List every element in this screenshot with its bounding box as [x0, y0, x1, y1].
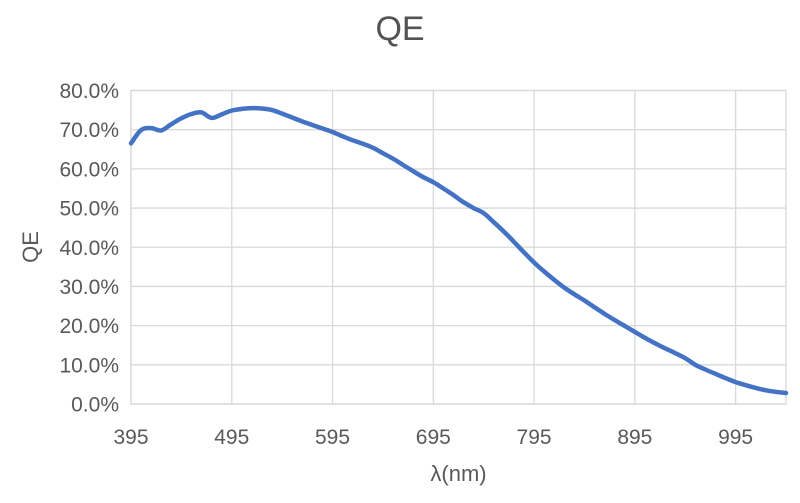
x-tick-label: 395: [113, 426, 148, 449]
y-tick-label: 40.0%: [59, 237, 119, 260]
x-tick-label: 495: [214, 426, 249, 449]
y-tick-label: 0.0%: [71, 394, 119, 417]
chart-title: QE: [375, 10, 425, 48]
x-axis-title: λ(nm): [430, 461, 487, 486]
x-tick-label: 995: [718, 426, 753, 449]
y-tick-label: 20.0%: [59, 315, 119, 338]
x-tick-label: 795: [517, 426, 552, 449]
y-tick-label: 50.0%: [59, 198, 119, 221]
y-tick-label: 60.0%: [59, 158, 119, 181]
y-tick-label: 30.0%: [59, 276, 119, 299]
qe-series-line: [128, 105, 789, 396]
y-tick-label: 80.0%: [59, 80, 119, 103]
x-tick-label: 895: [617, 426, 652, 449]
y-tick-label: 70.0%: [59, 119, 119, 142]
x-tick-label: 595: [315, 426, 350, 449]
x-tick-label: 695: [416, 426, 451, 449]
plot-border: [130, 89, 787, 405]
y-tick-label: 10.0%: [59, 354, 119, 377]
